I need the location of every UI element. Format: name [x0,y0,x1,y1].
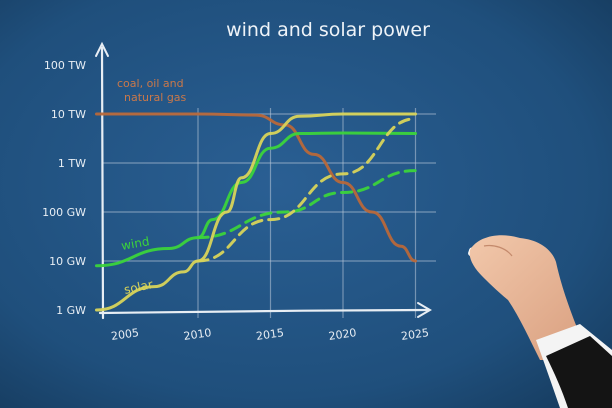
series-wind-projected-line [196,169,417,240]
y-tick-label: 10 GW [49,255,86,268]
x-tick-labels: 2005 2010 2015 2020 2025 [110,326,430,343]
hand-with-chalk [468,235,612,408]
y-tick-label: 10 TW [51,108,86,121]
series-labels: coal, oil and natural gas wind solar [117,77,187,297]
chart-title: wind and solar power [226,19,430,41]
y-axis-arrow [95,41,109,57]
y-tick-label: 1 TW [58,157,86,170]
wind-label: wind [120,234,150,253]
fossil-label-line-1: coal, oil and [117,77,184,90]
series-solar-projected-line [196,117,417,263]
y-tick-label: 100 GW [42,206,86,219]
x-axis-arrow [417,302,432,318]
fossil-label-line-2: natural gas [124,91,187,104]
series-coal-oil-and-natural-gas-line [95,112,417,263]
x-tick-label: 2015 [255,326,285,343]
y-tick-labels: 1 GW 10 GW 100 GW 1 TW 10 TW 100 TW [42,59,86,317]
x-tick-label: 2010 [183,326,213,343]
x-tick-label: 2020 [328,326,358,343]
series-wind-line [95,131,417,268]
y-tick-label: 1 GW [56,304,86,317]
series [95,112,417,312]
y-axis [100,46,105,320]
x-tick-label: 2005 [110,326,140,343]
axes [95,41,432,320]
solar-label: solar [123,277,155,297]
finger-crease [483,244,513,257]
suit-sleeve [546,336,612,408]
series-solar-line [95,112,417,312]
x-axis [98,308,430,315]
y-tick-label: 100 TW [44,59,86,72]
x-tick-label: 2025 [400,326,430,343]
